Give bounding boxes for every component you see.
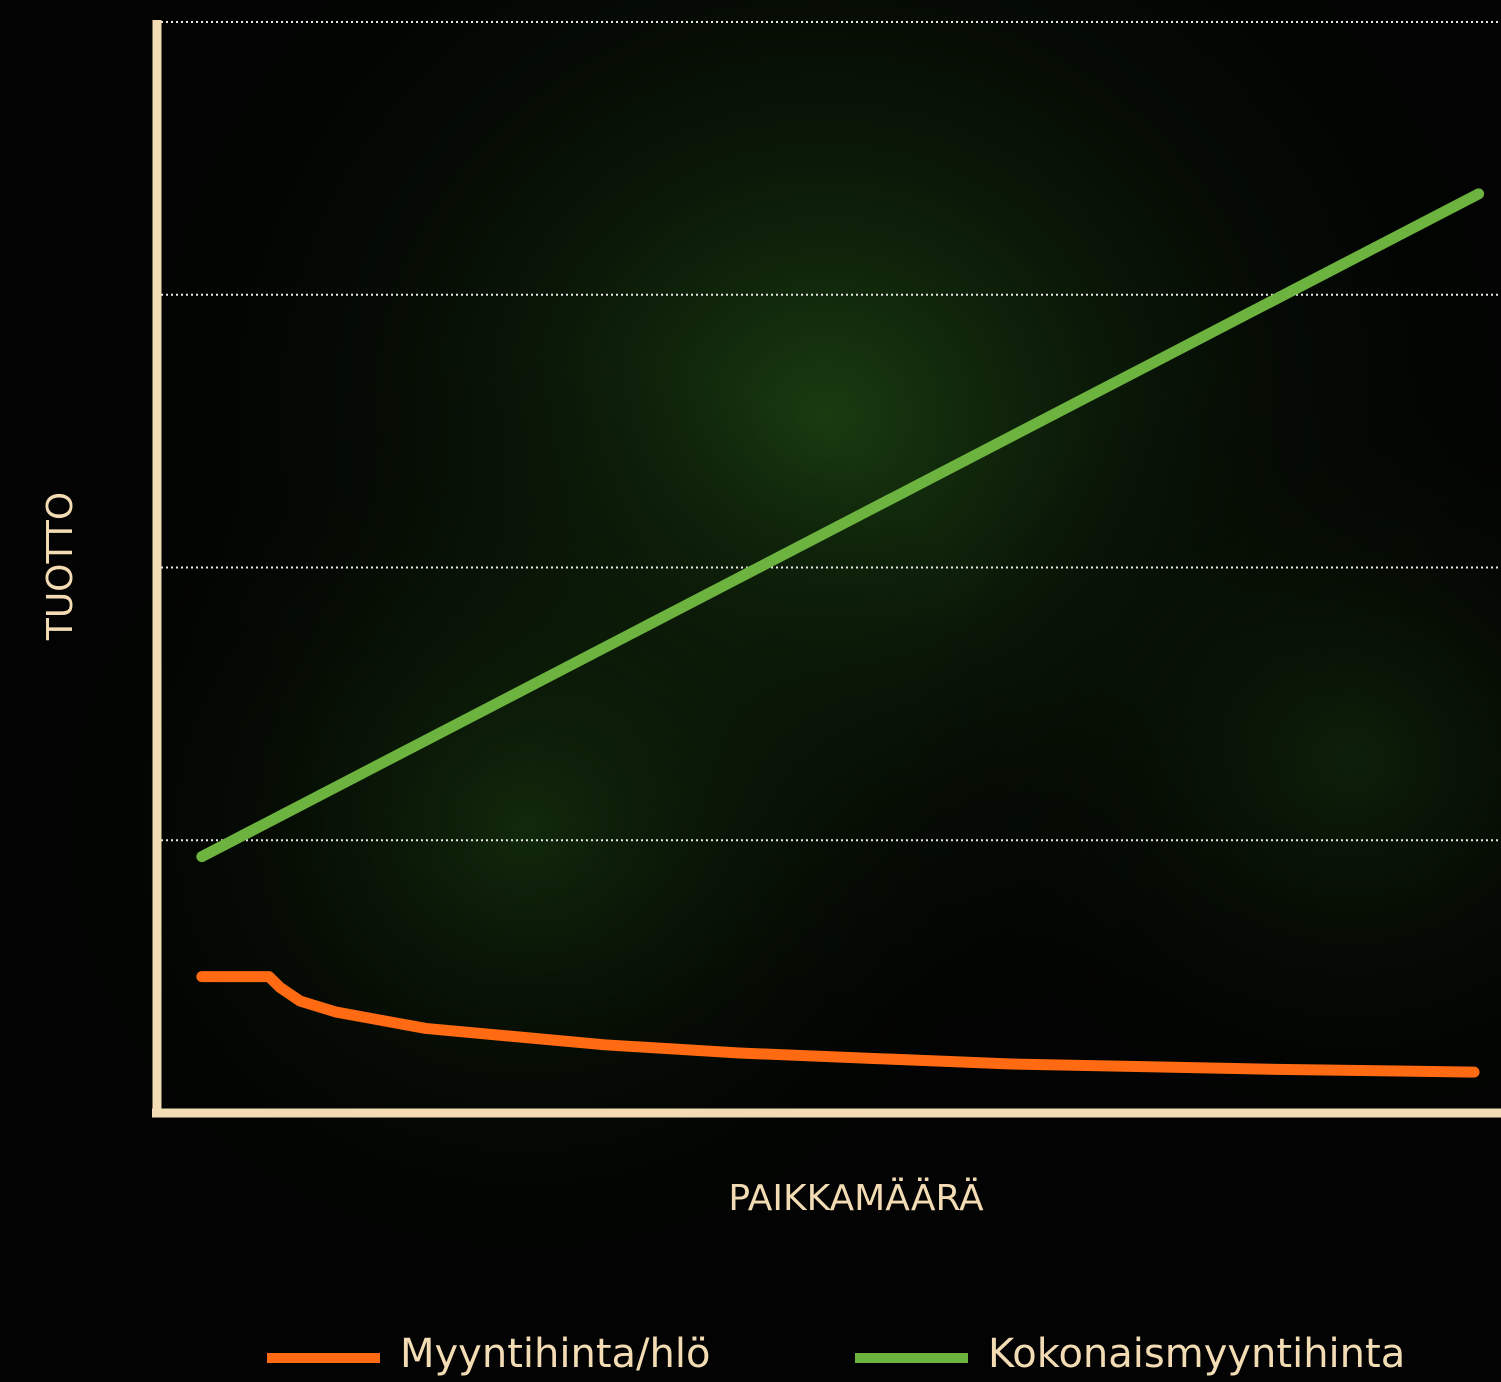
x-axis-title: PAIKKAMÄÄRÄ <box>728 1177 984 1219</box>
data-line <box>196 971 1480 1078</box>
legend: Myyntihinta/hlö Kokonaismyyntihinta <box>267 1331 1405 1377</box>
data-line <box>196 188 1485 863</box>
y-axis-title: TUOTTO <box>40 492 81 641</box>
plot <box>196 188 1485 1078</box>
legend-label: Myyntihinta/hlö <box>400 1331 710 1377</box>
legend-label: Kokonaismyyntihinta <box>988 1331 1405 1377</box>
